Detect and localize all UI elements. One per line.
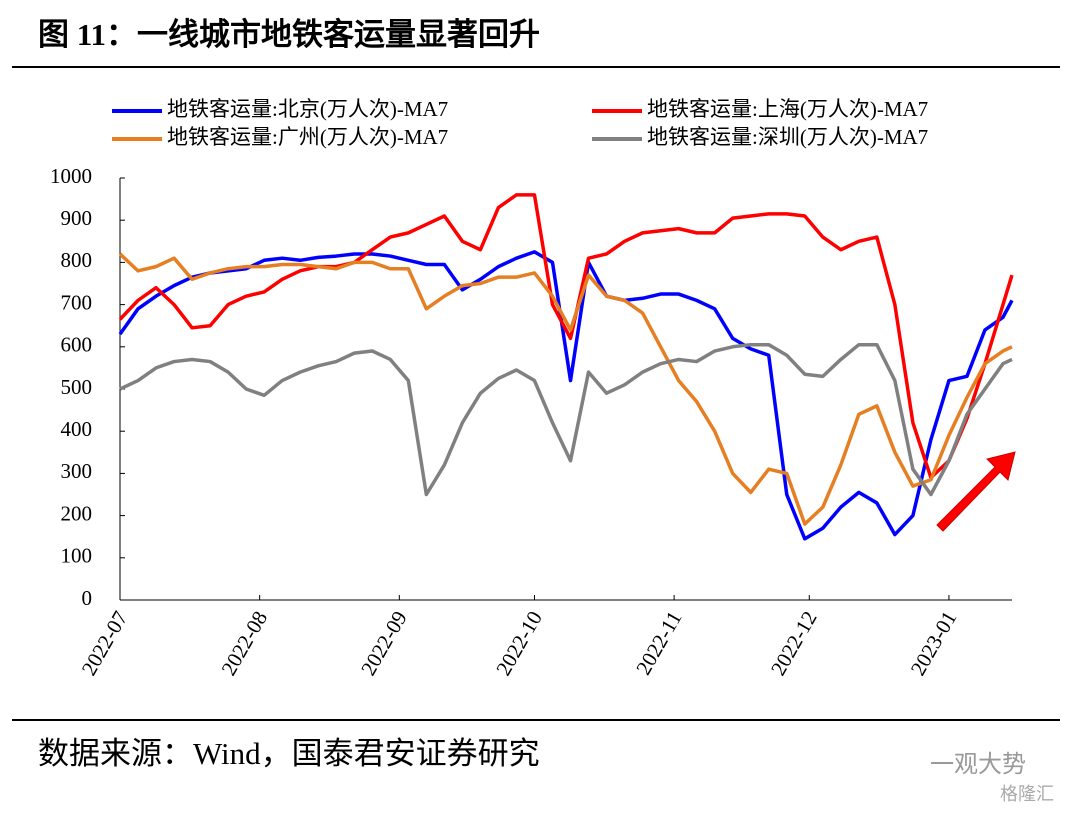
series-line — [119, 342, 1013, 497]
y-tick-label: 700 — [61, 290, 93, 314]
legend-label: 地铁客运量:北京(万人次)-MA7 — [167, 97, 448, 121]
y-tick-label: 100 — [61, 544, 93, 568]
watermark: 一观大势 — [930, 750, 1026, 778]
y-tick-label: 200 — [61, 501, 93, 525]
trend-arrow — [936, 451, 1016, 532]
x-tick-label: 2023-01 — [906, 607, 962, 680]
legend-label: 地铁客运量:广州(万人次)-MA7 — [167, 125, 448, 149]
x-tick-label: 2022-07 — [77, 607, 133, 680]
legend-label: 地铁客运量:上海(万人次)-MA7 — [647, 97, 928, 121]
watermark: 格隆汇 — [1000, 784, 1054, 805]
y-tick-label: 1000 — [50, 164, 92, 188]
y-tick-label: 600 — [61, 333, 93, 357]
x-tick-label: 2022-08 — [216, 607, 272, 680]
x-tick-label: 2022-12 — [766, 607, 822, 680]
chart-title: 图 11：一线城市地铁客运量显著回升 — [38, 17, 540, 52]
y-tick-label: 0 — [82, 586, 93, 610]
series-line — [118, 193, 1014, 480]
y-tick-label: 500 — [61, 375, 93, 399]
y-tick-label: 300 — [61, 459, 93, 483]
y-tick-label: 900 — [61, 206, 93, 230]
source-note: 数据来源：Wind，国泰君安证券研究 — [38, 736, 540, 771]
x-tick-label: 2022-11 — [631, 607, 686, 679]
legend-label: 地铁客运量:深圳(万人次)-MA7 — [647, 125, 928, 149]
y-tick-label: 400 — [61, 417, 93, 441]
y-tick-label: 800 — [61, 248, 93, 272]
x-tick-label: 2022-09 — [356, 607, 412, 680]
series-line — [118, 250, 1014, 541]
x-tick-label: 2022-10 — [491, 607, 547, 680]
series-line — [118, 252, 1013, 526]
